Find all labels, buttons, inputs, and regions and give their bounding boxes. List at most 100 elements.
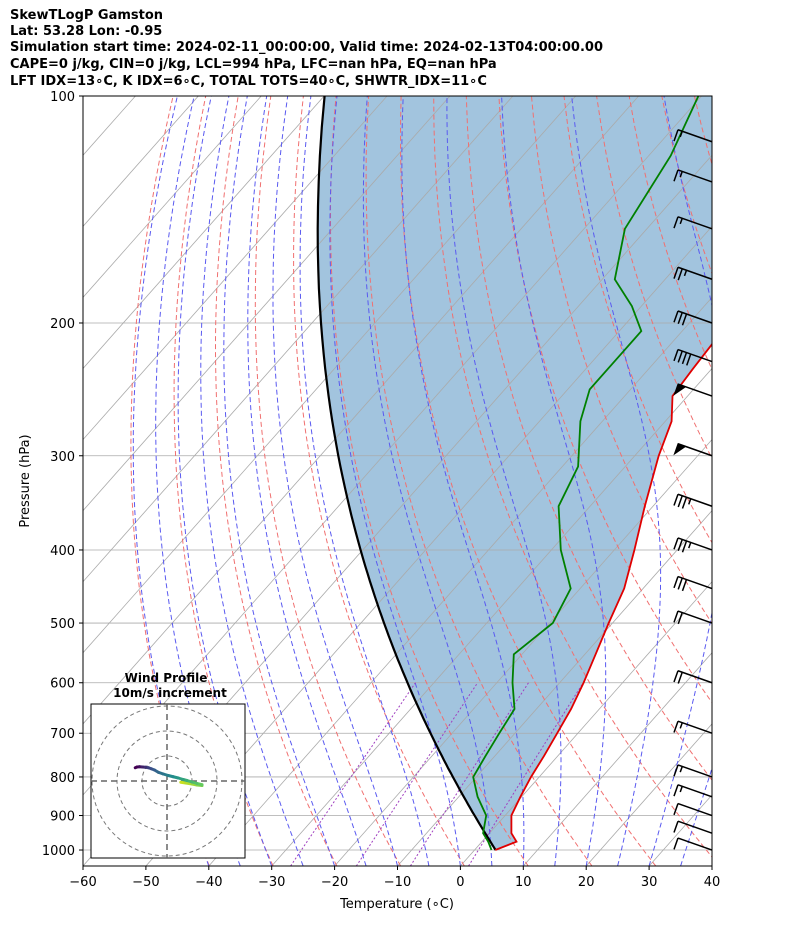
wind-barb bbox=[673, 784, 713, 798]
x-tick-label: 20 bbox=[578, 875, 595, 890]
isotherm-line bbox=[145, 225, 712, 866]
wind-barb bbox=[673, 537, 713, 553]
dry-adiabat-line bbox=[293, 96, 465, 866]
wind-barb bbox=[673, 764, 713, 778]
dewpoint-profile-line bbox=[472, 96, 700, 851]
moist-adiabat-line bbox=[247, 96, 367, 866]
mixing-ratio-line bbox=[355, 682, 479, 866]
x-tick-label: −10 bbox=[384, 875, 411, 890]
y-tick-label: 300 bbox=[50, 450, 75, 465]
x-tick-label: 30 bbox=[641, 875, 658, 890]
moist-adiabat-line bbox=[680, 766, 712, 866]
isotherm-line bbox=[523, 652, 712, 866]
x-axis-label: Temperature (∘C) bbox=[339, 897, 454, 912]
mixing-ratio-line bbox=[290, 682, 416, 866]
x-tick-label: 10 bbox=[515, 875, 532, 890]
wind-barb bbox=[673, 348, 713, 366]
moist-adiabat-line bbox=[501, 96, 607, 866]
cin-shaded-area bbox=[317, 96, 712, 850]
cape-cin-shading bbox=[317, 96, 712, 850]
wind-barb bbox=[673, 266, 713, 281]
dry-adiabat-line bbox=[254, 96, 402, 866]
hodograph-segment bbox=[133, 765, 139, 770]
y-tick-label: 900 bbox=[50, 810, 75, 825]
moist-adiabat-line bbox=[223, 96, 336, 866]
y-tick-label: 500 bbox=[50, 617, 75, 632]
isotherm-line bbox=[83, 96, 388, 441]
y-tick-label: 800 bbox=[50, 771, 75, 786]
isotherm-line bbox=[83, 96, 451, 512]
y-tick-label: 600 bbox=[50, 677, 75, 692]
dry-adiabat-line bbox=[215, 96, 338, 866]
hodograph-inset: Wind Profile 10m/s increment bbox=[90, 671, 246, 859]
y-tick-label: 100 bbox=[50, 90, 75, 105]
mixing-ratio-line bbox=[468, 682, 584, 866]
isotherm-line bbox=[271, 367, 712, 866]
dry-adiabat-line bbox=[330, 96, 529, 866]
hodograph-subtitle: 10m/s increment bbox=[113, 686, 227, 700]
wind-barb bbox=[673, 310, 713, 326]
y-tick-label: 700 bbox=[50, 727, 75, 742]
moist-adiabat-line bbox=[362, 96, 493, 866]
wind-barb bbox=[673, 837, 713, 851]
dry-adiabat-line bbox=[498, 96, 712, 704]
y-tick-label: 200 bbox=[50, 317, 75, 332]
wind-barb bbox=[673, 802, 713, 817]
moist-adiabat-line bbox=[299, 96, 430, 866]
wind-barb bbox=[673, 216, 713, 230]
y-axis-ticks: 100 200 300 400 500 600 700 800 900 1000 bbox=[42, 90, 83, 859]
wind-barb bbox=[673, 575, 713, 592]
dry-adiabat-line bbox=[563, 96, 712, 544]
isotherm-line bbox=[334, 438, 712, 866]
moist-adiabat-line bbox=[711, 864, 712, 866]
hodograph-content bbox=[91, 704, 245, 858]
dry-adiabat-line bbox=[399, 96, 657, 866]
moist-adiabat-line bbox=[200, 96, 304, 866]
moist-adiabat-line bbox=[177, 96, 273, 866]
temperature-profile-line bbox=[494, 342, 712, 851]
dry-adiabat-line bbox=[173, 96, 274, 866]
profiles bbox=[316, 96, 712, 851]
x-tick-label: −40 bbox=[195, 875, 222, 890]
x-tick-label: 40 bbox=[704, 875, 721, 890]
dry-adiabat-line bbox=[365, 96, 593, 866]
wind-barb bbox=[673, 493, 713, 509]
y-axis-label: Pressure (hPa) bbox=[18, 434, 33, 527]
x-tick-label: 0 bbox=[456, 875, 464, 890]
wind-barb bbox=[673, 720, 713, 734]
isotherm-line bbox=[83, 96, 325, 370]
mixing-ratio-line bbox=[409, 682, 529, 866]
wind-barb bbox=[673, 129, 713, 143]
moist-adiabat-line bbox=[446, 96, 562, 866]
isotherm-line bbox=[585, 723, 712, 866]
isotherm-line bbox=[83, 96, 639, 725]
isotherm-line bbox=[208, 296, 712, 866]
wind-barbs bbox=[673, 129, 713, 851]
dry-adiabat-line bbox=[433, 96, 712, 858]
isotherm-line bbox=[83, 96, 262, 299]
isotherm-line bbox=[83, 96, 577, 654]
x-tick-label: −50 bbox=[132, 875, 159, 890]
wind-barb bbox=[673, 169, 713, 183]
chart-title-indices-1: CAPE=0 j/kg, CIN=0 j/kg, LCL=994 hPa, LF… bbox=[10, 57, 497, 72]
moist-adiabat-line bbox=[571, 96, 662, 866]
x-tick-label: −20 bbox=[321, 875, 348, 890]
parcel-profile-line bbox=[316, 96, 497, 851]
chart-title-indices-2: LFT IDX=13∘C, K IDX=6∘C, TOTAL TOTS=40∘C… bbox=[10, 74, 487, 89]
wind-barb bbox=[673, 820, 713, 834]
x-tick-label: −30 bbox=[258, 875, 285, 890]
moist-adiabat-line bbox=[744, 96, 794, 866]
isotherm-line bbox=[83, 96, 514, 583]
chart-title-times: Simulation start time: 2024-02-11_00:00:… bbox=[10, 40, 603, 55]
wind-barb bbox=[673, 383, 713, 397]
hodograph-title: Wind Profile bbox=[125, 671, 208, 685]
chart-title-location: Lat: 53.28 Lon: -0.95 bbox=[10, 24, 163, 39]
x-axis-ticks: −60 −50 −40 −30 −20 −10 0 10 20 30 40 bbox=[69, 866, 720, 890]
isotherm-line bbox=[397, 510, 712, 866]
moist-adiabat-line bbox=[272, 96, 398, 866]
y-tick-label: 400 bbox=[50, 544, 75, 559]
x-tick-label: −60 bbox=[69, 875, 96, 890]
isotherm-line bbox=[711, 865, 712, 866]
isotherm-line bbox=[83, 96, 199, 227]
